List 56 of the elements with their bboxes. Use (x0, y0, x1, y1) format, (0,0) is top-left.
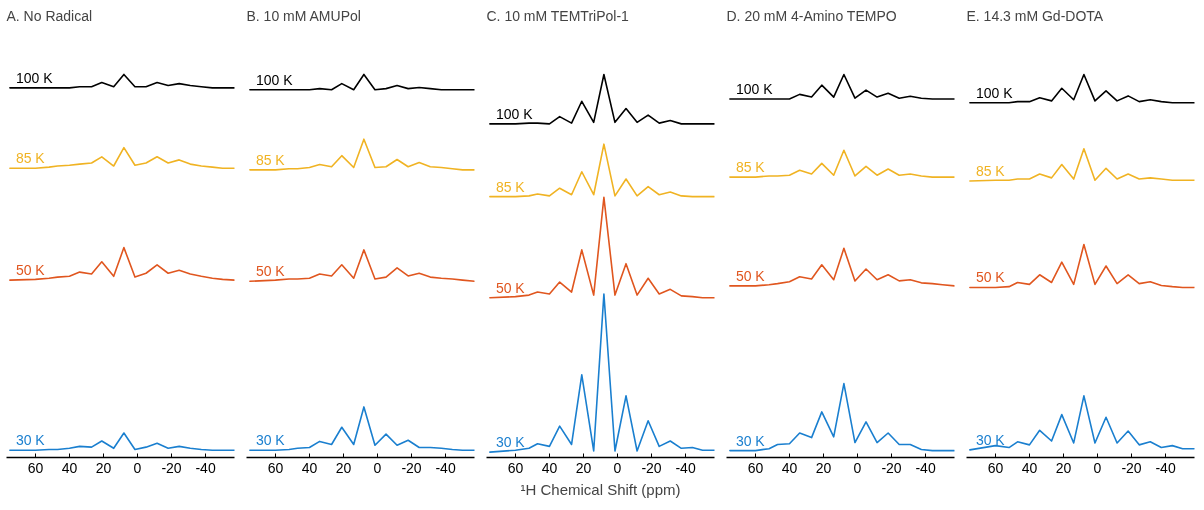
series-label: 85 K (735, 159, 766, 176)
chart-title: D. 20 mM 4-Amino TEMPO (726, 7, 897, 24)
x-tick-label: 20 (1055, 459, 1072, 476)
x-tick-label: 20 (95, 459, 112, 476)
x-tick-label: -40 (915, 459, 936, 476)
x-tick-label: -20 (401, 459, 422, 476)
x-tick-label: 60 (987, 459, 1004, 476)
x-tick-label: 0 (1093, 459, 1102, 476)
series-label: 85 K (975, 162, 1006, 179)
x-tick-label: -40 (1155, 459, 1176, 476)
series-label: 30 K (975, 431, 1006, 448)
x-tick-label: 40 (1021, 459, 1038, 476)
x-tick-label: -20 (641, 459, 662, 476)
x-tick-label: -20 (881, 459, 902, 476)
x-tick-label: 40 (781, 459, 798, 476)
series-label: 30 K (495, 434, 526, 451)
x-tick-label: -40 (195, 459, 216, 476)
series-label: 50 K (255, 263, 286, 280)
x-tick-label: 0 (853, 459, 862, 476)
series-label: 30 K (15, 432, 46, 449)
x-tick-label: -20 (161, 459, 182, 476)
series-label: 50 K (15, 262, 46, 279)
series-label: 30 K (255, 432, 286, 449)
x-tick-label: 60 (27, 459, 44, 476)
x-tick-label: 0 (613, 459, 622, 476)
series-label: 50 K (495, 279, 526, 296)
x-tick-label: 40 (61, 459, 78, 476)
x-tick-label: 40 (541, 459, 558, 476)
x-tick-label: 60 (507, 459, 524, 476)
x-axis-title: ¹H Chemical Shift (ppm) (520, 480, 681, 498)
x-tick-label: 20 (575, 459, 592, 476)
chart-title: B. 10 mM AMUPol (246, 7, 361, 24)
series-label: 100 K (255, 71, 294, 88)
x-tick-label: 0 (373, 459, 382, 476)
series-label: 85 K (255, 151, 286, 168)
chart-title: C. 10 mM TEMTriPol-1 (486, 7, 630, 24)
x-tick-label: 60 (267, 459, 284, 476)
x-tick-label: -40 (675, 459, 696, 476)
series-label: 100 K (735, 80, 774, 97)
x-tick-label: -40 (435, 459, 456, 476)
series-label: 85 K (15, 150, 46, 167)
chart-title: E. 14.3 mM Gd-DOTA (966, 7, 1104, 24)
series-label: 100 K (495, 105, 534, 122)
series-label: 100 K (975, 84, 1014, 101)
series-label: 50 K (735, 267, 766, 284)
series-label: 50 K (975, 269, 1006, 286)
x-tick-label: 20 (815, 459, 832, 476)
x-tick-label: -20 (1121, 459, 1142, 476)
x-tick-label: 0 (133, 459, 142, 476)
x-tick-label: 20 (335, 459, 352, 476)
series-label: 85 K (495, 178, 526, 195)
series-label: 30 K (735, 432, 766, 449)
series-label: 100 K (15, 69, 54, 86)
x-tick-label: 40 (301, 459, 318, 476)
x-tick-label: 60 (747, 459, 764, 476)
chart-title: A. No Radical (6, 7, 93, 24)
